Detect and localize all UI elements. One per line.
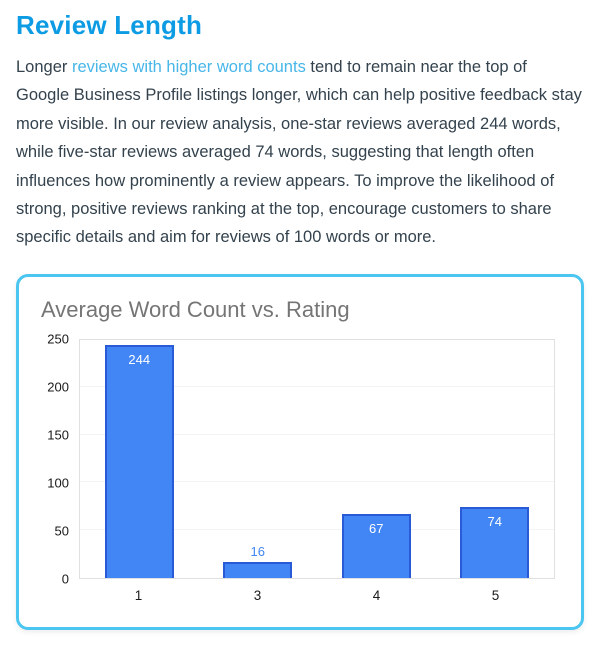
bar-column: 74 [436,340,555,578]
gridline [80,433,554,435]
bar-column: 67 [317,340,436,578]
bar-value-label: 74 [487,514,502,530]
gridline [80,529,554,531]
y-tick-label: 100 [47,475,69,491]
bar-value-label: 244 [128,352,151,368]
y-axis: 0 50 100 150 200 250 [41,332,79,585]
bar: 16 [223,545,293,578]
bar-value-label: 16 [250,544,265,560]
gridline [80,481,554,483]
bar-chart: 0 50 100 150 200 250 244 16 67 74 [41,332,555,585]
bar: 67 [341,513,411,578]
word-counts-link[interactable]: reviews with higher word counts [71,58,306,76]
x-tick-label: 4 [372,587,381,603]
bar-column: 16 [199,340,318,578]
bar-column: 244 [80,340,199,578]
paragraph-text-before-link: Longer [16,58,72,76]
chart-title: Average Word Count vs. Rating [41,296,350,322]
gridline [80,386,554,388]
paragraph-text-after-link: tend to remain near the top of Google Bu… [16,58,582,247]
y-tick-label: 200 [47,379,69,395]
x-tick-label: 3 [253,587,262,603]
plot-area: 244 16 67 74 [79,338,555,579]
bar: 74 [460,507,530,578]
x-axis-labels: 1 3 4 5 [79,579,555,603]
y-tick-label: 50 [54,523,69,539]
intro-paragraph: Longer reviews with higher word counts t… [16,53,584,252]
x-tick-label: 1 [134,587,143,603]
bar: 244 [104,345,174,578]
x-tick-label: 5 [491,587,500,603]
bar-value-label: 67 [369,520,384,536]
y-tick-label: 0 [61,571,69,587]
y-tick-label: 150 [47,427,69,443]
page-title: Review Length [16,10,203,40]
y-tick-label: 250 [47,331,69,347]
chart-card: Average Word Count vs. Rating 0 50 100 150 2… [16,273,584,630]
